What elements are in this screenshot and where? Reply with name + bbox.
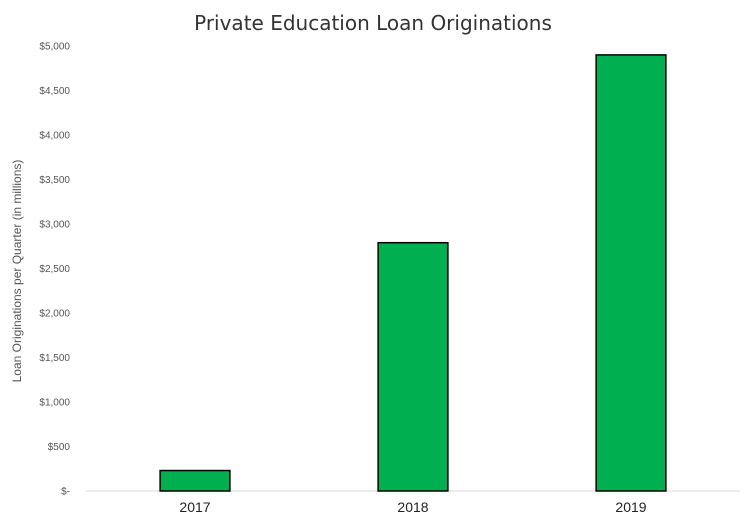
y-tick-label: $4,000 (39, 131, 70, 142)
y-tick-label: $3,500 (39, 175, 70, 186)
y-tick-label: $1,500 (39, 353, 70, 364)
y-tick-label: $- (61, 487, 70, 498)
y-tick-label: $2,000 (39, 309, 70, 320)
bar-2018 (377, 241, 449, 492)
x-tick-label: 2019 (615, 499, 646, 515)
bar-2017 (159, 469, 231, 492)
y-tick-label: $4,500 (39, 86, 70, 97)
x-tick-label: 2017 (179, 499, 210, 515)
y-axis-label: Loan Originations per Quarter (in millio… (10, 160, 24, 383)
y-tick-label: $5,000 (39, 42, 70, 53)
y-tick-label: $500 (48, 442, 71, 453)
y-tick-label: $2,500 (39, 264, 70, 275)
bars (159, 54, 667, 492)
bar-2019 (595, 54, 667, 492)
y-tick-label: $3,000 (39, 220, 70, 231)
x-axis-ticks: 2017 2018 2019 (179, 499, 646, 515)
y-tick-label: $1,000 (39, 398, 70, 409)
x-tick-label: 2018 (397, 499, 428, 515)
y-axis-ticks: $- $500 $1,000 $1,500 $2,000 $2,500 $3,000 $3,5… (39, 42, 70, 498)
chart-title: Private Education Loan Originations (194, 11, 552, 35)
